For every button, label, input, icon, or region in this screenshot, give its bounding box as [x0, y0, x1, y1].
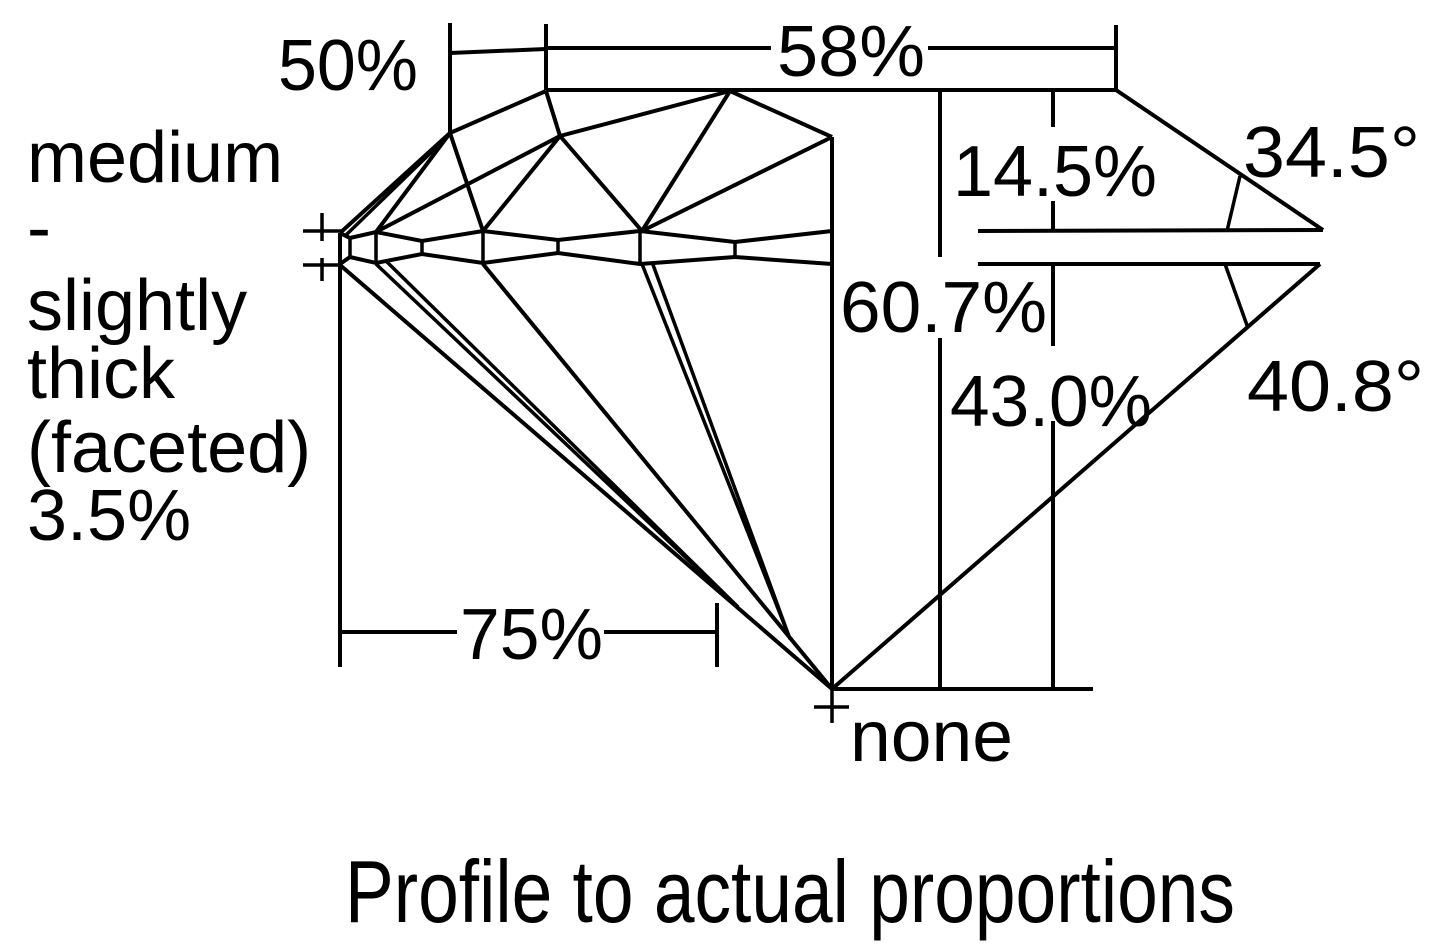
- pavilion-main-edge-2: [481, 262, 834, 691]
- measurement-labels: 50% 58% 14.5% 34.5° 60.7% 43.0% 40.8° 75…: [278, 12, 1424, 777]
- bezel-edge-3: [448, 132, 485, 232]
- dim-50-line: [449, 47, 547, 55]
- pavilion-right-slope: [830, 262, 1322, 691]
- dimension-lines: [303, 23, 1118, 723]
- crown-angle-label: 34.5°: [1243, 113, 1420, 193]
- crown-angle-reference-line: [977, 228, 1324, 233]
- star-edge-3: [729, 89, 833, 139]
- bezel-edge-1: [374, 131, 452, 234]
- girdle-bottom-edge: [338, 250, 833, 267]
- girdle-desc-line-2: -: [27, 188, 51, 268]
- lower-girdle-pct-label: 75%: [460, 595, 603, 675]
- crown-height-pct-label: 14.5%: [953, 132, 1157, 212]
- star-edge-1: [544, 90, 562, 137]
- bezel-edge-6: [640, 89, 732, 233]
- lower-girdle-edge-1b: [384, 259, 740, 609]
- girdle-desc-line-1: medium: [27, 118, 283, 198]
- girdle-desc-line-3: slightly: [27, 266, 247, 346]
- girdle-desc-line-5: (faceted): [27, 408, 311, 488]
- bezel-edge-5: [558, 134, 644, 233]
- bezel-edge-4: [481, 134, 562, 233]
- angle-reference-lines: [977, 175, 1324, 329]
- bezel-edge-7: [641, 135, 833, 233]
- pavilion-angle-indicator: [1223, 263, 1250, 329]
- culet-label: none: [850, 697, 1013, 777]
- total-depth-pct-label: 60.7%: [840, 268, 1047, 348]
- lower-girdle-edge-2b: [650, 261, 792, 640]
- crown-outline-right-slope: [1114, 88, 1325, 232]
- table-pct-label: 58%: [777, 12, 925, 92]
- crown-angle-indicator: [1225, 175, 1242, 232]
- girdle-description-label: medium - slightly thick (faceted) 3.5%: [27, 118, 311, 556]
- crown-facet-lines: [338, 88, 1325, 689]
- girdle-desc-line-6: 3.5%: [27, 476, 191, 556]
- girdle-desc-line-4: thick: [27, 334, 176, 414]
- crown-sliver-facet-edge: [343, 134, 450, 238]
- diagram-title: Profile to actual proportions: [345, 842, 1235, 941]
- star-facet-pct-label: 50%: [278, 26, 418, 106]
- star-edge-2: [559, 89, 731, 138]
- girdle-band: [338, 228, 833, 267]
- pavilion-depth-pct-label: 43.0%: [950, 362, 1152, 442]
- pavilion-facet-lines: [338, 259, 1322, 691]
- pavilion-outline-left: [338, 263, 834, 691]
- girdle-top-edge: [339, 228, 833, 245]
- pavilion-angle-label: 40.8°: [1247, 347, 1424, 427]
